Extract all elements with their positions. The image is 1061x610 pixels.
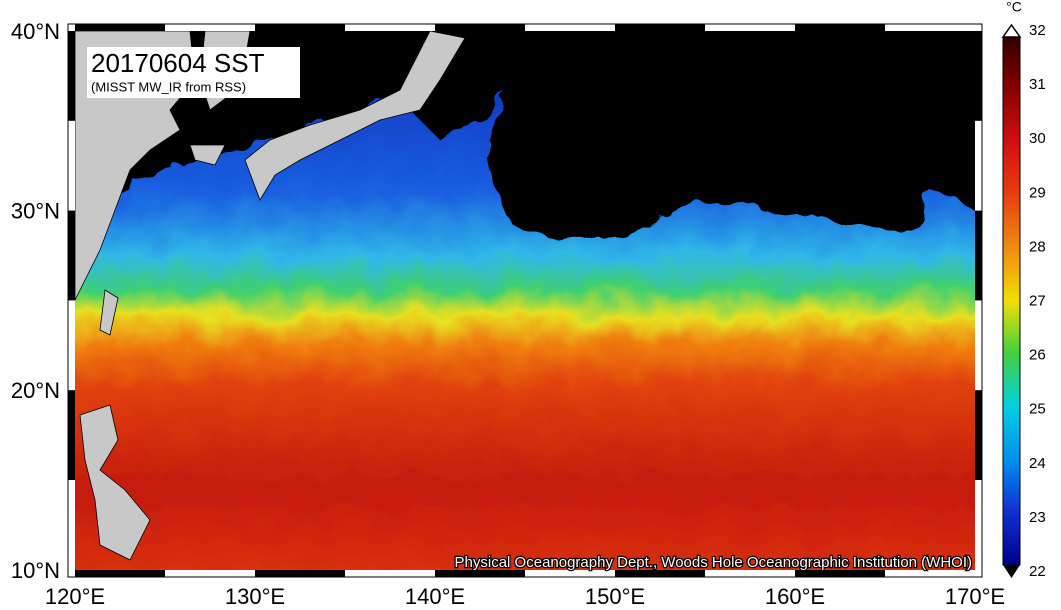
frame-segment (435, 570, 525, 577)
lon-label: 120°E (45, 584, 105, 609)
colorbar-tick-label: 31 (1029, 76, 1046, 93)
frame-segment (75, 24, 165, 31)
lat-labels: 40°N 30°N 20°N 10°N (11, 19, 60, 583)
lon-label: 170°E (945, 584, 1005, 609)
lon-label: 130°E (225, 584, 285, 609)
frame-segment (975, 390, 982, 480)
frame-segment (68, 31, 75, 121)
frame-segment (255, 24, 345, 31)
colorbar-tick-label: 24 (1029, 455, 1046, 472)
frame-segment (795, 24, 885, 31)
colorbar-tick-label: 32 (1029, 22, 1046, 39)
lon-label: 160°E (765, 584, 825, 609)
frame-segment (435, 24, 525, 31)
colorbar-tick-label: 22 (1029, 563, 1046, 580)
frame-segment (68, 390, 75, 480)
colorbar-tick-label: 29 (1029, 184, 1046, 201)
frame-segment (615, 24, 705, 31)
colorbar-tick-label: 26 (1029, 347, 1046, 364)
frame-segment (68, 210, 75, 301)
credit: Physical Oceanography Dept., Woods Hole … (455, 554, 972, 571)
lat-label: 40°N (11, 19, 60, 44)
frame-segment (975, 31, 982, 121)
lat-label: 30°N (11, 199, 60, 224)
lon-label: 150°E (585, 584, 645, 609)
colorbar-tick-label: 30 (1029, 130, 1046, 147)
frame-segment (255, 570, 345, 577)
lon-label: 140°E (405, 584, 465, 609)
colorbar-tick-label: 23 (1029, 509, 1046, 526)
frame-segment (615, 570, 705, 577)
frame-segment (975, 210, 982, 301)
colorbar-unit: °C (1006, 0, 1022, 15)
lat-label: 10°N (11, 558, 60, 583)
colorbar (1002, 36, 1021, 566)
colorbar-bottom-arrow (1003, 565, 1020, 578)
colorbar-ticks: 32 31 30 29 28 27 26 25 24 23 22 (1029, 22, 1046, 580)
lon-labels: 120°E 130°E 140°E 150°E 160°E 170°E (45, 584, 1005, 609)
map-subtitle: (MISST MW_IR from RSS) (91, 79, 246, 94)
colorbar-tick-label: 27 (1029, 292, 1046, 309)
title-box (87, 47, 300, 98)
map-area (75, 31, 975, 570)
frame-ticks (68, 24, 982, 577)
lat-label: 20°N (11, 378, 60, 403)
colorbar-tick-label: 28 (1029, 238, 1046, 255)
frame-segment (795, 570, 885, 577)
map-title: 20170604 SST (91, 48, 265, 78)
colorbar-top-arrow (1001, 23, 1022, 38)
colorbar-tick-label: 25 (1029, 401, 1046, 418)
frame-segment (75, 570, 165, 577)
